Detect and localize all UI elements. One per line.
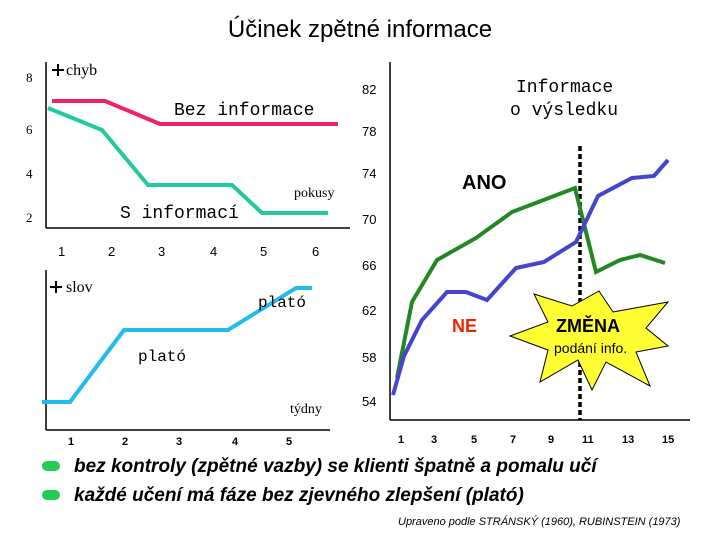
plateau-label: plató bbox=[138, 348, 187, 366]
left-bottom-x-tick: 2 bbox=[122, 436, 129, 448]
left-top-x-unit: pokusy bbox=[294, 186, 335, 201]
series-label-bez-informace: Bez informace bbox=[174, 101, 315, 121]
left-top-x-tick: 4 bbox=[210, 244, 218, 259]
slov-marker-icon bbox=[50, 281, 62, 293]
series-ano bbox=[395, 185, 666, 379]
right-y-tick: 78 bbox=[362, 124, 377, 139]
plateau-label: plató bbox=[258, 294, 307, 312]
left-bottom-x-tick: 3 bbox=[176, 436, 183, 448]
right-x-tick: 9 bbox=[548, 434, 555, 446]
series-tydny bbox=[42, 286, 312, 404]
right-y-tick: 82 bbox=[362, 82, 377, 97]
left-top-x-tick: 1 bbox=[58, 244, 66, 259]
series-s-informaci bbox=[47, 106, 328, 215]
left-top-y-tick: 2 bbox=[26, 210, 33, 225]
bullet-dot-icon bbox=[42, 490, 60, 500]
left-top-y-tick: 8 bbox=[26, 70, 33, 85]
right-y-tick: 70 bbox=[362, 212, 377, 227]
burst-subtitle: podání info. bbox=[554, 340, 628, 356]
left-bottom-x-unit: týdny bbox=[290, 402, 322, 417]
left-top-x-tick: 2 bbox=[108, 244, 116, 259]
burst-title: ZMĚNA bbox=[556, 316, 620, 336]
series-bez-informace bbox=[52, 99, 338, 126]
series-ne bbox=[391, 158, 670, 396]
right-x-tick: 1 bbox=[398, 434, 405, 446]
left-bottom-x-tick: 1 bbox=[68, 436, 75, 448]
right-x-tick: 11 bbox=[582, 434, 594, 446]
left-top-y-tick: 6 bbox=[26, 122, 33, 137]
legend-title-line2: o výsledku bbox=[510, 101, 619, 121]
series-label-ano: ANO bbox=[462, 172, 507, 194]
left-top-y-tick: 4 bbox=[26, 166, 33, 181]
series-label-ne: NE bbox=[452, 316, 478, 336]
bullet-text: každé učení má fáze bez zjevného zlepšen… bbox=[74, 485, 524, 506]
right-y-tick: 74 bbox=[362, 166, 377, 181]
right-y-tick: 66 bbox=[362, 258, 377, 273]
left-bottom-x-tick: 4 bbox=[232, 436, 239, 448]
right-y-tick: 62 bbox=[362, 303, 377, 318]
right-x-tick: 7 bbox=[510, 434, 517, 446]
bullet-dot-icon bbox=[42, 461, 60, 471]
zmena-burst bbox=[508, 290, 670, 392]
page-title: Účinek zpětné informace bbox=[227, 16, 493, 43]
right-x-tick: 5 bbox=[471, 434, 478, 446]
left-top-x-tick: 5 bbox=[260, 244, 268, 259]
chyb-marker-icon bbox=[52, 64, 64, 76]
left-top-unit-label: chyb bbox=[66, 62, 98, 79]
left-bottom-x-tick: 5 bbox=[286, 436, 293, 448]
source-credit: Upraveno podle STRÁNSKÝ (1960), RUBINSTE… bbox=[398, 516, 681, 528]
right-y-tick: 54 bbox=[362, 394, 377, 409]
series-label-s-informaci: S informací bbox=[120, 204, 239, 224]
right-x-tick: 15 bbox=[662, 434, 675, 446]
right-x-tick: 13 bbox=[622, 434, 635, 446]
left-top-x-tick: 3 bbox=[158, 244, 166, 259]
left-bottom-unit-label: slov bbox=[66, 279, 93, 296]
bullet-text: bez kontroly (zpětné vazby) se klienti š… bbox=[74, 456, 597, 477]
right-x-tick: 3 bbox=[431, 434, 438, 446]
right-y-tick: 58 bbox=[362, 350, 377, 365]
left-top-x-tick: 6 bbox=[312, 244, 320, 259]
legend-title-line1: Informace bbox=[516, 78, 614, 98]
